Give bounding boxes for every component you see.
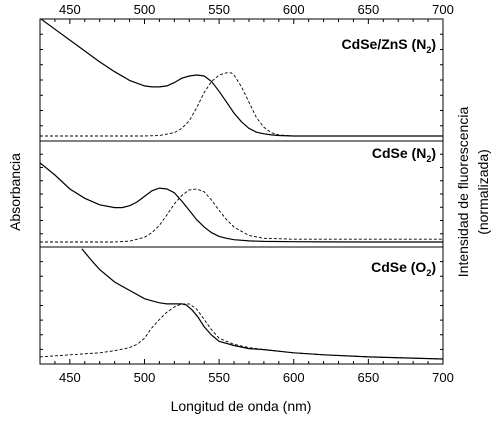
panel-label-subscript: 2 [426,268,431,278]
fluorescence-curve-panel-3 [40,303,443,360]
fluorescence-curve-panel-2 [40,188,443,243]
absorbance-curve-panel-3 [81,248,443,360]
panel-label-cdse-n2: CdSe (N2) [372,145,436,164]
panel-label-close: ) [431,36,436,52]
fluorescence-curve-panel-1 [40,72,443,137]
x-tick-label-bottom: 550 [208,370,230,385]
curves-layer [40,19,443,360]
x-tick-label-bottom: 650 [358,370,380,385]
top-tick-labels: 450 500 550 600 650 700 [59,2,454,17]
x-tick-label-bottom: 450 [59,370,81,385]
y-axis-title-right-line1: Intensidad de fluorescencia [455,107,471,278]
x-tick-label-top: 600 [283,2,305,17]
x-axis-title: Longitud de onda (nm) [171,398,312,414]
x-tick-label-bottom: 700 [432,370,454,385]
panel-label-main: CdSe (O [371,259,426,275]
x-tick-label-top: 550 [208,2,230,17]
panel-label-main: CdSe (N [372,145,426,161]
x-tick-label-top: 500 [134,2,156,17]
absorbance-curve-panel-2 [40,162,443,243]
bottom-tick-labels: 450 500 550 600 650 700 [59,370,454,385]
y-axis-title-right-line2: (normalizada) [475,149,491,235]
panel-label-main: CdSe/ZnS (N [342,36,427,52]
x-tick-label-bottom: 600 [283,370,305,385]
x-tick-label-bottom: 500 [134,370,156,385]
panel-label-subscript: 2 [426,154,431,164]
panel-label-cdse-zns-n2: CdSe/ZnS (N2) [342,36,436,55]
panel-label-close: ) [431,259,436,275]
absorbance-curve-panel-1 [40,19,443,137]
x-tick-label-top: 700 [432,2,454,17]
panel-label-subscript: 2 [426,45,431,55]
y-axis-title-left: Absorbancia [7,153,23,231]
panel-label-cdse-o2: CdSe (O2) [371,259,436,278]
x-tick-label-top: 650 [358,2,380,17]
plot-frame [39,18,444,365]
x-tick-label-top: 450 [59,2,81,17]
ticks-layer [40,19,444,364]
panel-label-close: ) [431,145,436,161]
